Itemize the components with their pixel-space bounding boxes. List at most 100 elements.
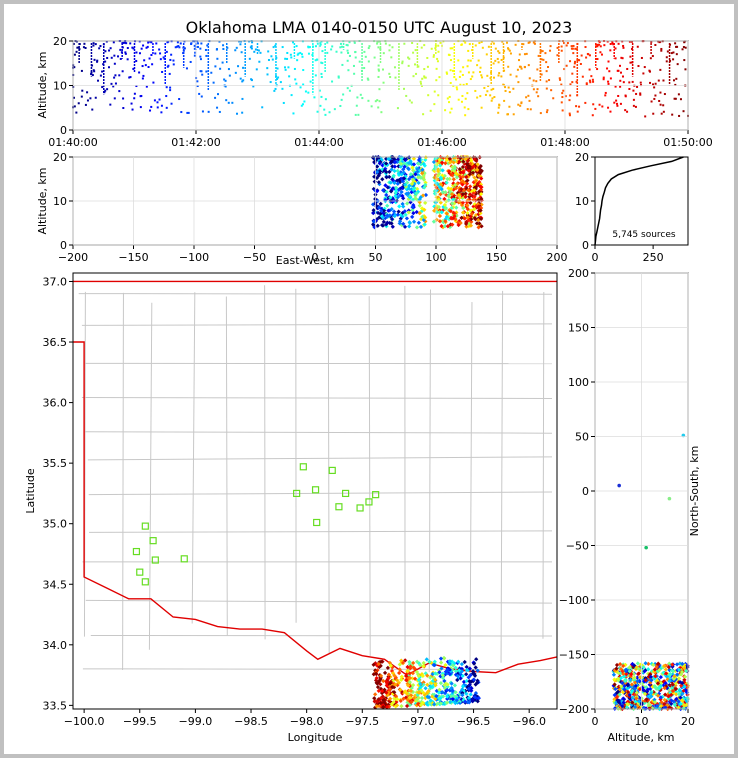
source-point <box>512 87 515 90</box>
source-point <box>536 68 539 71</box>
source-point <box>104 50 107 53</box>
source-point <box>455 78 458 81</box>
source-point <box>410 177 416 182</box>
source-point <box>621 57 624 60</box>
source-point <box>73 66 76 69</box>
source-point <box>97 79 100 82</box>
source-point <box>465 83 468 86</box>
source-point <box>632 89 635 92</box>
source-point <box>367 47 370 50</box>
source-point <box>604 94 607 97</box>
source-point <box>659 68 662 71</box>
source-point <box>599 51 602 54</box>
station-markers <box>132 463 380 586</box>
source-point <box>622 46 625 49</box>
source-point <box>377 69 380 72</box>
source-point <box>588 54 591 57</box>
source-point <box>446 97 449 100</box>
source-point <box>529 108 532 111</box>
source-point <box>363 50 366 53</box>
source-point <box>617 94 620 97</box>
source-point <box>159 52 162 55</box>
source-point <box>257 49 260 52</box>
source-point <box>77 102 80 105</box>
source-point <box>471 164 476 169</box>
source-point <box>397 204 402 209</box>
source-point <box>98 47 101 50</box>
x-tick-label: −96.0 <box>512 715 546 728</box>
source-point <box>376 99 379 102</box>
source-point <box>472 175 477 180</box>
source-point <box>496 57 499 60</box>
source-point <box>378 100 381 103</box>
source-point <box>154 52 157 55</box>
y-tick-label: −100 <box>559 594 589 607</box>
source-point <box>598 43 601 46</box>
source-point <box>228 74 231 77</box>
source-point <box>407 56 410 59</box>
source-point <box>455 86 458 89</box>
source-point <box>614 662 620 668</box>
source-point <box>640 56 643 59</box>
source-point <box>469 219 474 225</box>
source-point <box>160 104 163 107</box>
source-point <box>378 88 381 91</box>
source-point <box>473 665 478 670</box>
source-point <box>382 81 385 84</box>
source-point <box>399 189 404 195</box>
source-point <box>139 106 142 109</box>
source-point <box>382 52 385 55</box>
source-point <box>378 211 383 216</box>
source-point <box>483 86 486 89</box>
source-point <box>672 58 675 61</box>
source-point <box>75 50 78 53</box>
source-point <box>649 57 652 60</box>
source-point <box>507 113 510 116</box>
source-point <box>403 87 406 90</box>
source-point <box>448 172 453 177</box>
source-point <box>438 76 441 79</box>
source-point <box>142 74 145 77</box>
source-point <box>457 59 460 62</box>
source-point <box>438 660 444 665</box>
source-point <box>105 40 108 43</box>
source-point <box>91 108 94 111</box>
source-point <box>596 58 599 61</box>
source-point <box>494 59 497 62</box>
source-point <box>124 51 127 54</box>
y-tick-label: 20 <box>53 151 67 164</box>
source-point <box>309 80 312 83</box>
source-point <box>314 74 317 77</box>
source-point <box>354 113 357 116</box>
x-tick-label: 200 <box>547 251 568 264</box>
source-point <box>104 60 107 63</box>
source-point <box>563 42 566 45</box>
source-point <box>194 51 197 54</box>
source-point <box>402 224 408 229</box>
county-line <box>500 290 504 663</box>
county-line <box>122 292 124 671</box>
source-point <box>654 82 657 85</box>
source-point <box>363 67 366 70</box>
source-point <box>663 93 666 96</box>
source-point <box>299 86 302 89</box>
source-point <box>596 68 599 71</box>
source-point <box>574 60 577 63</box>
source-point <box>491 40 494 43</box>
source-point <box>585 83 588 86</box>
source-point <box>497 61 500 64</box>
source-point <box>461 205 466 211</box>
source-point <box>107 66 110 69</box>
eastwest-xlabel: East-West, km <box>276 254 354 267</box>
source-point <box>364 55 367 58</box>
y-tick-label: 33.5 <box>43 699 68 712</box>
source-point <box>417 211 422 216</box>
source-point <box>207 110 210 113</box>
source-point <box>267 50 270 53</box>
plan-view-frame <box>72 272 558 710</box>
source-point <box>139 95 142 98</box>
source-point <box>406 210 411 215</box>
source-point <box>670 52 673 55</box>
source-point <box>167 64 170 67</box>
source-point <box>609 110 612 113</box>
